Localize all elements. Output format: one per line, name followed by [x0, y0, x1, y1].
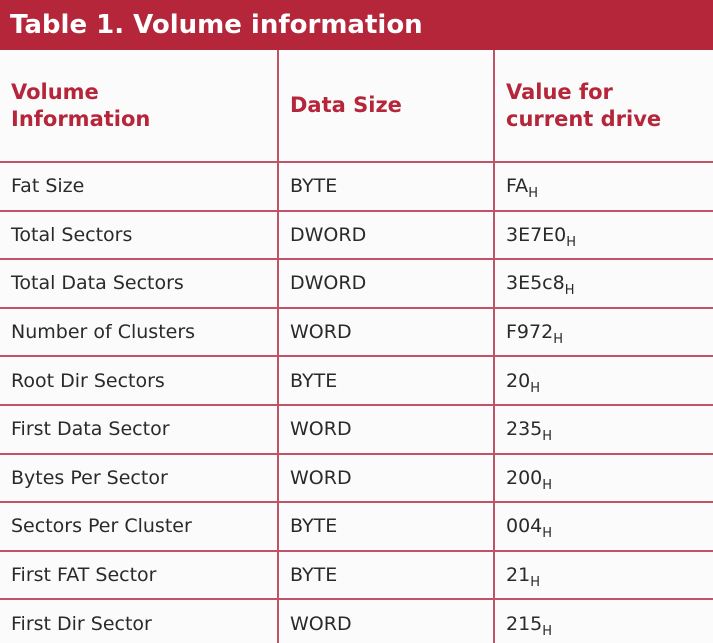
- table-title: Table 1. Volume information: [0, 0, 713, 50]
- cell-data-size: WORD: [278, 453, 495, 504]
- cell-value: 3E7E0H: [494, 210, 713, 261]
- table-row: Number of Clusters WORD F972H: [0, 307, 713, 358]
- hex-suffix: H: [528, 186, 538, 202]
- hex-value: 20: [506, 369, 531, 392]
- cell-value: 004H: [494, 502, 713, 552]
- cell-value: 215H: [494, 599, 713, 643]
- cell-value: 21H: [494, 550, 713, 601]
- cell-value: 200H: [494, 453, 713, 504]
- cell-data-size: WORD: [278, 307, 495, 358]
- table-row: First Data Sector WORD 235H: [0, 404, 713, 455]
- cell-data-size: BYTE: [278, 550, 495, 601]
- cell-value: FAH: [494, 162, 713, 212]
- table-row: Bytes Per Sector WORD 200H: [0, 453, 713, 504]
- table-row: First FAT Sector BYTE 21H: [0, 550, 713, 601]
- cell-value: 20H: [494, 356, 713, 406]
- hex-value: 004: [506, 515, 543, 538]
- table-row: Fat Size BYTE FAH: [0, 162, 713, 212]
- hex-value: 200: [506, 466, 543, 489]
- cell-volume-info: Sectors Per Cluster: [0, 502, 279, 552]
- cell-value: 235H: [494, 404, 713, 455]
- hex-value: 215: [506, 613, 543, 636]
- hex-suffix: H: [542, 624, 553, 640]
- hex-suffix: H: [530, 575, 540, 591]
- table-row: Total Data Sectors DWORD 3E5c8H: [0, 259, 713, 309]
- header-volume-information: Volume Information: [0, 50, 279, 163]
- cell-data-size: BYTE: [278, 162, 495, 212]
- table-row: Root Dir Sectors BYTE 20H: [0, 356, 713, 406]
- hex-suffix: H: [530, 380, 540, 396]
- hex-value: 21: [506, 564, 531, 587]
- hex-suffix: H: [566, 234, 577, 250]
- hex-suffix: H: [564, 283, 575, 299]
- table-row: Sectors Per Cluster BYTE 004H: [0, 502, 713, 552]
- hex-value: 3E5c8: [506, 272, 565, 295]
- cell-volume-info: First Data Sector: [0, 404, 279, 455]
- hex-suffix: H: [542, 429, 553, 445]
- cell-volume-info: Total Data Sectors: [0, 259, 279, 309]
- cell-volume-info: Total Sectors: [0, 210, 279, 261]
- hex-value: FA: [506, 175, 529, 198]
- cell-volume-info: First Dir Sector: [0, 599, 279, 643]
- table-row: First Dir Sector WORD 215H: [0, 599, 713, 643]
- cell-value: 3E5c8H: [494, 259, 713, 309]
- cell-data-size: WORD: [278, 599, 495, 643]
- hex-suffix: H: [542, 526, 553, 542]
- cell-volume-info: Fat Size: [0, 162, 279, 212]
- hex-value: F972: [506, 321, 554, 344]
- header-data-size: Data Size: [278, 50, 495, 163]
- cell-volume-info: Number of Clusters: [0, 307, 279, 358]
- volume-information-table: Volume Information Data Size Value for c…: [0, 50, 713, 643]
- table-row: Total Sectors DWORD 3E7E0H: [0, 210, 713, 261]
- hex-suffix: H: [553, 332, 563, 348]
- header-value-for-current-drive: Value for current drive: [494, 50, 713, 163]
- hex-suffix: H: [542, 477, 553, 493]
- cell-data-size: WORD: [278, 404, 495, 455]
- hex-value: 3E7E0: [506, 223, 567, 246]
- cell-data-size: BYTE: [278, 356, 495, 406]
- cell-volume-info: Bytes Per Sector: [0, 453, 279, 504]
- hex-value: 235: [506, 418, 543, 441]
- cell-data-size: BYTE: [278, 502, 495, 552]
- table-header-row: Volume Information Data Size Value for c…: [0, 50, 713, 163]
- cell-volume-info: First FAT Sector: [0, 550, 279, 601]
- cell-volume-info: Root Dir Sectors: [0, 356, 279, 406]
- cell-value: F972H: [494, 307, 713, 358]
- cell-data-size: DWORD: [278, 259, 495, 309]
- cell-data-size: DWORD: [278, 210, 495, 261]
